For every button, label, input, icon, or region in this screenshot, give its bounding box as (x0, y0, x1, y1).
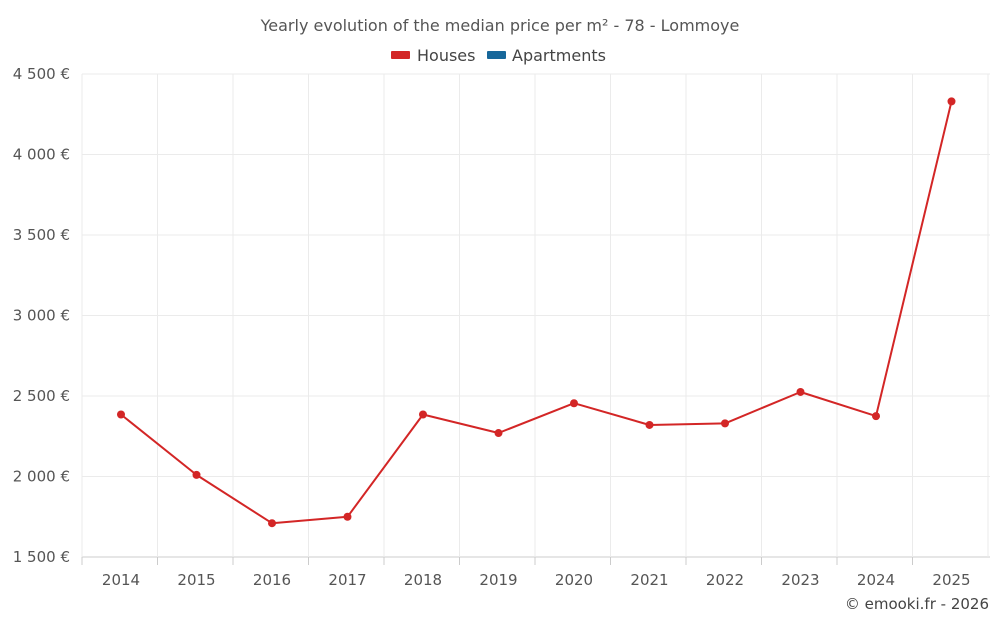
x-tick-label: 2021 (630, 571, 668, 589)
data-point-2015[interactable] (192, 470, 201, 479)
y-tick-label: 2 500 € (13, 387, 70, 405)
y-axis: 1 500 € 2 000 € 2 500 € 3 000 € 3 500 € 4 000… (13, 65, 70, 566)
y-tick-label: 3 000 € (13, 307, 70, 325)
x-tick-label: 2017 (328, 571, 366, 589)
x-tick-label: 2019 (479, 571, 517, 589)
y-tick-label: 2 000 € (13, 468, 70, 486)
x-tick-label: 2024 (857, 571, 895, 589)
legend-item-houses[interactable]: Houses (391, 46, 475, 65)
chart-title: Yearly evolution of the median price per… (260, 16, 740, 35)
legend-label: Apartments (512, 46, 606, 65)
series-group (117, 97, 956, 528)
x-tick-label: 2016 (253, 571, 291, 589)
data-point-2017[interactable] (343, 512, 352, 521)
y-tick-label: 4 500 € (13, 65, 70, 83)
legend-item-apartments[interactable]: Apartments (487, 46, 606, 65)
data-point-2016[interactable] (268, 519, 276, 528)
y-tick-label: 3 500 € (13, 226, 70, 244)
x-tick-label: 2025 (932, 571, 970, 589)
data-point-2021[interactable] (645, 420, 654, 429)
x-tick-label: 2015 (177, 571, 215, 589)
grid (81, 73, 990, 558)
y-tick-label: 1 500 € (13, 548, 70, 566)
x-axis: 2014 2015 2016 2017 2018 2019 2020 2021 2022 2023… (81, 557, 971, 589)
x-tick-label: 2022 (706, 571, 744, 589)
data-point-2022[interactable] (721, 419, 729, 428)
x-tick-label: 2023 (781, 571, 819, 589)
legend-swatch (391, 51, 410, 59)
series-line-houses (120, 101, 953, 525)
x-tick-label: 2020 (555, 571, 593, 589)
legend-swatch (487, 51, 506, 59)
legend: Houses Apartments (391, 46, 606, 65)
y-tick-label: 4 000 € (13, 146, 70, 164)
data-point-2018[interactable] (419, 410, 427, 419)
x-tick-label: 2014 (102, 571, 140, 589)
data-point-2019[interactable] (494, 429, 503, 438)
data-point-2024[interactable] (872, 412, 880, 421)
data-point-2014[interactable] (117, 410, 125, 419)
data-point-2025[interactable] (947, 97, 956, 106)
legend-label: Houses (417, 46, 475, 65)
data-point-2020[interactable] (570, 399, 578, 408)
x-tick-label: 2018 (404, 571, 442, 589)
credit-text: © emooki.fr - 2026 (845, 595, 989, 613)
data-point-2023[interactable] (796, 387, 805, 396)
